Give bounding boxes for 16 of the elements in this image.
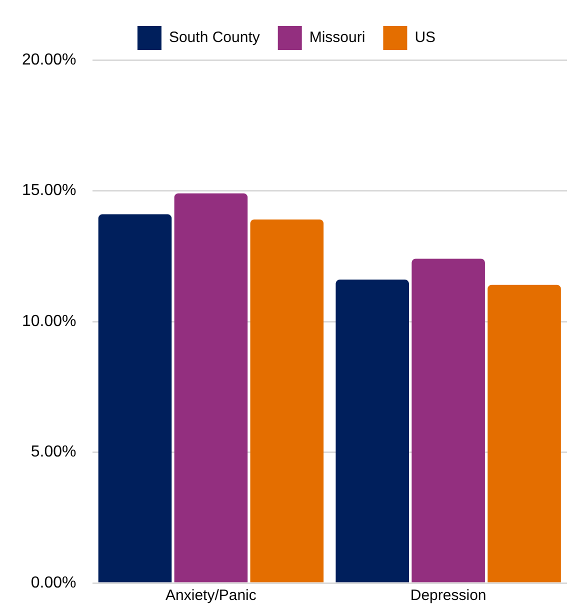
y-tick-label: 20.00%: [22, 51, 76, 68]
legend-label: South County: [168, 29, 260, 46]
y-tick-label: 0.00%: [30, 574, 76, 592]
bar: [488, 284, 561, 582]
legend-label: US: [414, 29, 436, 46]
bar: [412, 258, 485, 582]
legend-label: Missouri: [309, 29, 366, 46]
x-tick-label: Depression: [410, 587, 486, 604]
y-tick-label: 5.00%: [30, 444, 76, 461]
bar: [336, 280, 410, 582]
bar: [98, 214, 172, 582]
y-tick-label: 15.00%: [22, 182, 76, 200]
x-tick-label: Anxiety/Panic: [166, 587, 257, 604]
bar: [250, 220, 324, 582]
bar: [174, 193, 248, 582]
y-tick-label: 10.00%: [22, 312, 76, 330]
